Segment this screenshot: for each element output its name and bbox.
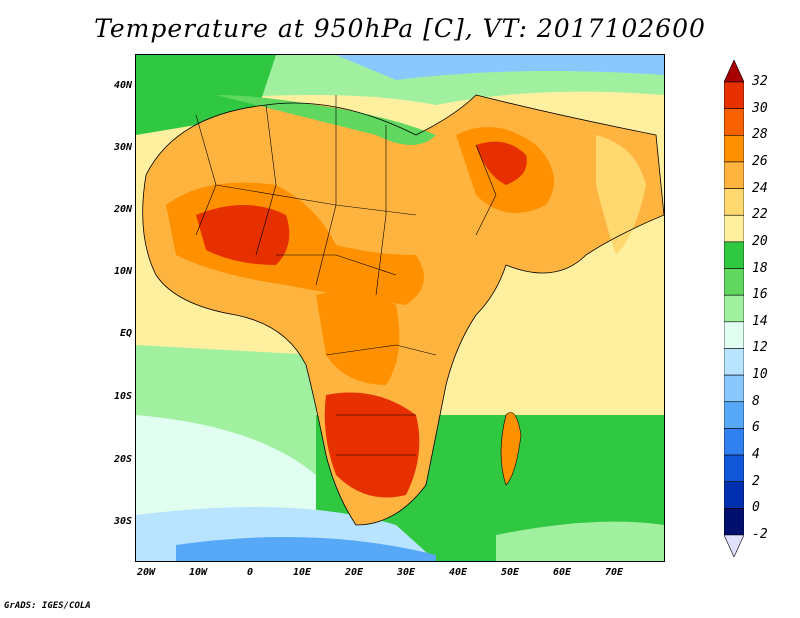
map-plot-area — [135, 54, 665, 562]
temperature-map — [136, 55, 664, 561]
madagascar — [500, 412, 522, 486]
colorbar-segment — [724, 241, 744, 269]
indian-ocean-south-mild — [496, 521, 664, 561]
lat-tick-label: 20S — [113, 454, 132, 465]
lat-tick-label: 40N — [113, 80, 132, 91]
colorbar — [724, 60, 744, 557]
colorbar-segment — [724, 161, 744, 189]
lat-tick-label: 10S — [113, 391, 132, 402]
mediterranean-coast-mild — [216, 95, 436, 145]
colorbar-segment — [724, 81, 744, 109]
colorbar-top-arrow — [724, 60, 744, 83]
colorbar-segment — [724, 321, 744, 349]
lon-tick-label: 10E — [292, 567, 312, 578]
lon-tick-label: 60E — [552, 567, 572, 578]
central-africa-warm — [316, 291, 400, 385]
colorbar-tick-label: 14 — [752, 313, 768, 329]
colorbar-tick-label: 0 — [752, 500, 760, 516]
india — [596, 135, 646, 255]
colorbar-tick-label: 12 — [752, 340, 768, 356]
lon-tick-label: 50E — [500, 567, 520, 578]
colorbar-tick-label: 22 — [752, 207, 768, 223]
colorbar-tick-label: 10 — [752, 367, 768, 383]
colorbar-tick-label: 16 — [752, 287, 768, 303]
lon-tick-label: 20W — [136, 567, 156, 578]
map-title: Temperature at 950hPa [C], VT: 201710260… — [94, 14, 706, 43]
colorbar-segment — [724, 188, 744, 216]
lat-tick-label: 30S — [113, 516, 132, 527]
colorbar-tick-label: 28 — [752, 127, 768, 143]
colorbar-tick-label: 32 — [752, 74, 768, 89]
colorbar-tick-label: 4 — [752, 447, 760, 463]
lon-tick-label: 30E — [396, 567, 416, 578]
colorbar-segment — [724, 268, 744, 296]
colorbar-tick-label: 6 — [752, 420, 760, 436]
colorbar-bottom-arrow — [724, 534, 744, 557]
colorbar-tick-label: -2 — [752, 527, 768, 542]
grads-credit: GrADS: IGES/COLA — [4, 601, 91, 611]
lon-tick-label: 20E — [344, 567, 364, 578]
colorbar-tick-label: 2 — [752, 473, 760, 489]
lon-tick-label: 10W — [188, 567, 208, 578]
colorbar-segment — [724, 481, 744, 509]
lon-tick-label: 40E — [448, 567, 468, 578]
coastline — [142, 94, 664, 526]
arabia-hot-core — [476, 141, 527, 185]
colorbar-tick-label: 8 — [752, 393, 760, 409]
country-borders — [195, 95, 497, 456]
southern-ocean-colder — [176, 537, 436, 561]
colorbar-segment — [724, 428, 744, 456]
colorbar-tick-label: 18 — [752, 260, 768, 276]
colorbar-tick-label: 24 — [752, 180, 768, 196]
lon-tick-label: 70E — [604, 567, 624, 578]
colorbar-segment — [724, 348, 744, 376]
colorbar-segment — [724, 454, 744, 483]
colorbar-segment — [724, 508, 744, 536]
north-cold-band — [336, 55, 664, 80]
colorbar-segment — [724, 108, 744, 136]
colorbar-tick-label: 30 — [752, 100, 768, 116]
lat-tick-label: EQ — [119, 328, 132, 339]
colorbar-tick-label: 20 — [752, 233, 768, 249]
southern-africa-hot — [324, 392, 420, 498]
lat-tick-label: 30N — [113, 142, 132, 153]
lat-tick-label: 20N — [113, 204, 132, 215]
colorbar-segment — [724, 401, 744, 429]
colorbar-tick-label: 26 — [752, 153, 768, 169]
lat-tick-label: 10N — [113, 266, 132, 277]
colorbar-segment — [724, 374, 744, 403]
colorbar-segment — [724, 294, 744, 323]
lon-tick-label: 0 — [246, 567, 254, 578]
colorbar-segment — [724, 214, 744, 243]
colorbar-segment — [724, 134, 744, 163]
